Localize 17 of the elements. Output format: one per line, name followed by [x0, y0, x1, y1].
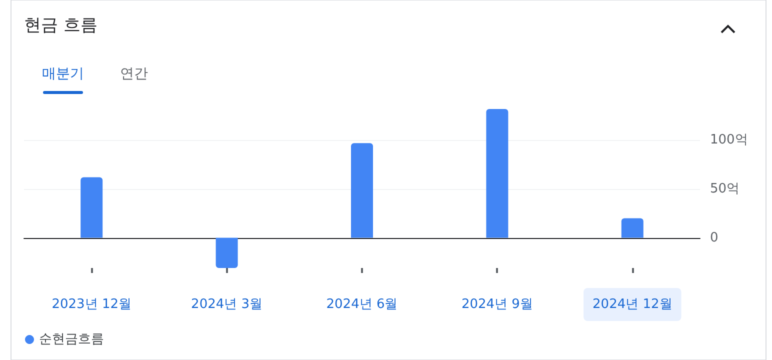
y-tick-label: 50억 [710, 181, 740, 196]
text: 연간 [120, 66, 148, 82]
y-tick-label: 100억 [710, 132, 748, 148]
bar [216, 238, 238, 268]
y-tick-label: 0 [710, 230, 718, 246]
bar [80, 177, 103, 238]
chart-title: 현금 흐름 [24, 16, 98, 36]
x-tick-label: 2024년 3월 [191, 297, 263, 312]
text: 매분기 [42, 66, 84, 82]
x-tick-label: 2024년 12월 [592, 297, 672, 312]
bar [486, 109, 508, 238]
bar [351, 143, 373, 238]
x-tick-label: 2023년 12월 [52, 297, 132, 312]
bar [621, 218, 644, 238]
x-tick-label: 2024년 9월 [461, 297, 533, 312]
legend-label: 순현금흐름 [39, 332, 104, 347]
x-tick-label: 2024년 6월 [326, 297, 398, 312]
